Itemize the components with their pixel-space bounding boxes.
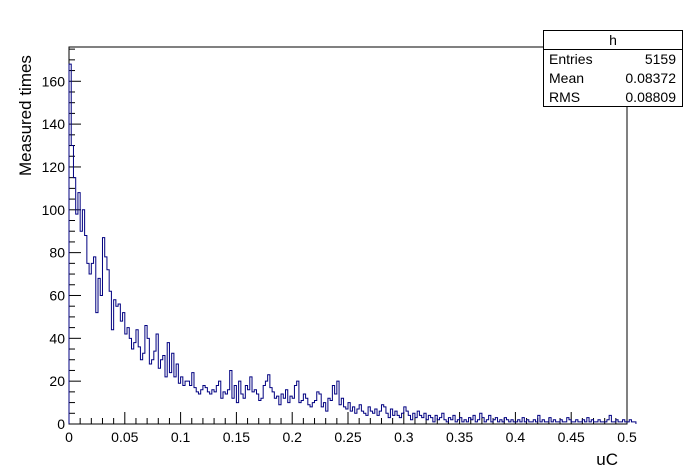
x-tick-label: 0.2: [282, 429, 302, 445]
stats-box: h Entries 5159 Mean 0.08372 RMS 0.08809: [543, 30, 683, 107]
x-tick-label: 0.4: [506, 429, 526, 445]
x-tick-label: 0.45: [558, 429, 585, 445]
stats-entries-label: Entries: [549, 51, 593, 67]
stats-entries-value: 5159: [644, 51, 676, 67]
x-tick-label: 0.5: [617, 429, 637, 445]
histogram-line: [68, 63, 637, 424]
x-tick-label: 0.1: [171, 429, 191, 445]
y-tick-label: 100: [42, 202, 66, 218]
y-axis-label: Measured times: [16, 55, 35, 176]
x-tick-label: 0.05: [111, 429, 138, 445]
stats-mean-label: Mean: [549, 70, 585, 86]
stats-mean-value: 0.08372: [625, 70, 676, 86]
stats-rms-label: RMS: [549, 89, 581, 105]
y-axis: 0 20 40 60 80 100 120 140 160: [42, 48, 81, 432]
y-tick-label: 40: [49, 330, 65, 346]
y-tick-label: 160: [42, 73, 66, 89]
stats-row-mean: Mean 0.08372: [544, 69, 682, 88]
y-tick-label: 60: [49, 287, 65, 303]
x-tick-label: 0: [65, 429, 73, 445]
y-tick-label: 120: [42, 159, 66, 175]
y-tick-label: 0: [57, 416, 65, 432]
stats-title: h: [544, 31, 682, 50]
x-axis: 0 0.05 0.1 0.15 0.2 0.25 0.3 0.35 0.4 0.45 0.5: [65, 412, 637, 445]
stats-row-entries: Entries 5159: [544, 50, 682, 69]
x-tick-label: 0.35: [446, 429, 473, 445]
y-tick-label: 80: [49, 245, 65, 261]
stats-rms-value: 0.08809: [625, 89, 676, 105]
y-tick-label: 20: [49, 373, 65, 389]
x-tick-label: 0.3: [394, 429, 414, 445]
x-tick-label: 0.25: [334, 429, 361, 445]
x-axis-label: uC: [596, 450, 618, 469]
stats-row-rms: RMS 0.08809: [544, 88, 682, 107]
x-tick-label: 0.15: [223, 429, 250, 445]
y-tick-label: 140: [42, 116, 66, 132]
